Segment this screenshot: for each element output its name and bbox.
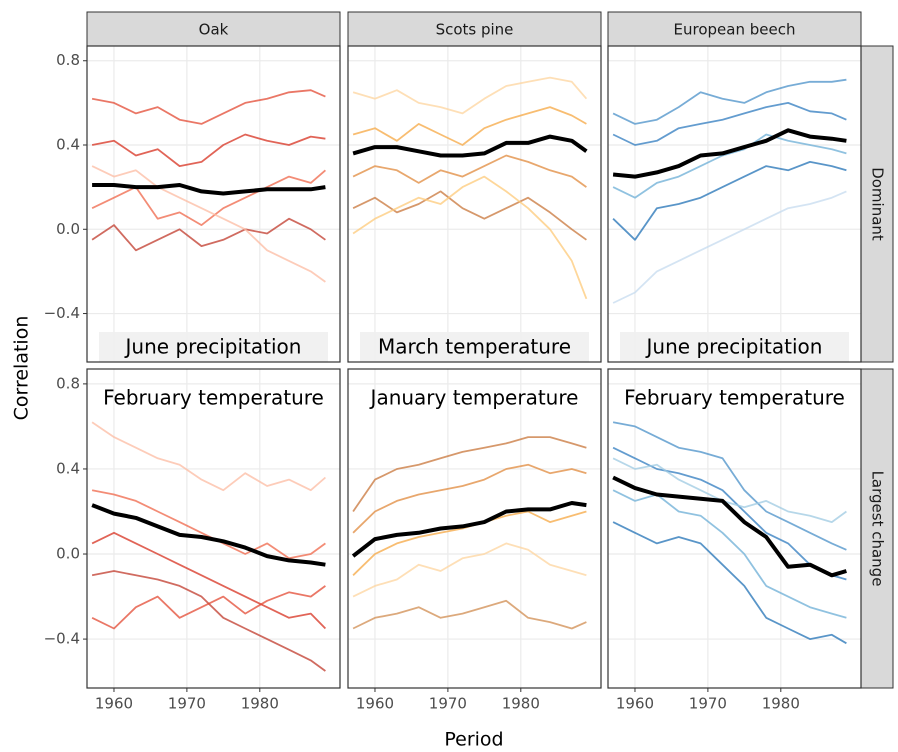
site-line [352,599,587,630]
x-tick-label: 1970 [429,695,467,713]
column-strip-label: Oak [199,21,229,39]
annotation-background [620,332,849,362]
panel-border [86,368,341,689]
annotation: June precipitation [124,335,302,359]
panel-border [86,45,341,363]
annotation: February temperature [624,386,845,410]
site-line [91,217,326,252]
y-tick-label: 0.8 [56,374,80,392]
panel-background [608,369,861,688]
y-tick-label: 0.4 [56,459,80,477]
y-tick-label: 0.4 [56,136,80,154]
strip-background [347,11,602,47]
panel-background [348,369,601,688]
mean-line [92,183,326,196]
site-line [352,106,587,146]
y-tick-label: 0.8 [56,51,80,69]
site-line [91,165,326,283]
y-tick-label: −0.4 [44,630,80,648]
x-tick-label: 1960 [616,695,654,713]
site-line [612,78,847,125]
column-strip-label: European beech [674,21,796,39]
x-tick-label: 1960 [356,695,394,713]
site-line [91,570,326,672]
site-line [352,154,587,188]
site-line [352,463,587,534]
site-line [91,169,326,226]
mean-line [352,134,588,158]
x-axis-label: Period [444,729,503,751]
mean-line [612,128,847,179]
lines [612,78,847,304]
lines [91,421,327,672]
annotation: January temperature [369,386,579,410]
site-line [612,161,847,241]
site-line [352,542,587,598]
lines [612,421,847,645]
site-line [612,190,847,304]
site-line [91,89,326,125]
lines [91,89,326,283]
y-axis-label: Correlation [11,316,33,421]
y-tick-label: −0.4 [44,304,80,322]
strip-background [860,368,894,689]
lines [352,76,588,300]
panel-border [607,45,862,363]
strip-background [86,11,341,47]
lines [351,436,587,630]
x-tick-label: 1980 [502,695,540,713]
x-tick-label: 1970 [168,695,206,713]
site-line [352,175,588,300]
annotation: June precipitation [645,335,823,359]
site-line [612,489,847,619]
mean-line [612,475,847,578]
strip-background [607,11,862,47]
mean-line [91,503,326,567]
site-line [612,521,847,645]
panel-border [347,368,602,689]
annotation: March temperature [378,335,571,359]
y-tick-label: 0.0 [56,545,80,563]
site-line [612,133,847,199]
site-line [352,436,587,513]
mean-line [351,501,587,558]
x-tick-label: 1960 [95,695,133,713]
row-strip-label: Dominant [869,167,887,241]
site-line [612,457,847,523]
column-strip-label: Scots pine [436,21,514,39]
site-line [352,76,588,115]
annotation-background [360,332,589,362]
panel-background [87,369,340,688]
panel-border [607,368,862,689]
panel-border [347,45,602,363]
annotation: February temperature [103,386,324,410]
panel-background [348,46,601,362]
x-tick-label: 1980 [762,695,800,713]
row-strip-label: Largest change [869,471,887,587]
panel-background [608,46,861,362]
panel-background [87,46,340,362]
strip-background [860,45,894,363]
site-line [91,133,326,167]
x-tick-label: 1970 [689,695,727,713]
site-line [91,585,326,630]
site-line [612,421,847,551]
site-line [91,421,326,492]
annotation-background [99,332,328,362]
x-tick-label: 1980 [241,695,279,713]
site-line [91,531,327,630]
site-line [612,102,847,146]
y-tick-label: 0.0 [56,220,80,238]
